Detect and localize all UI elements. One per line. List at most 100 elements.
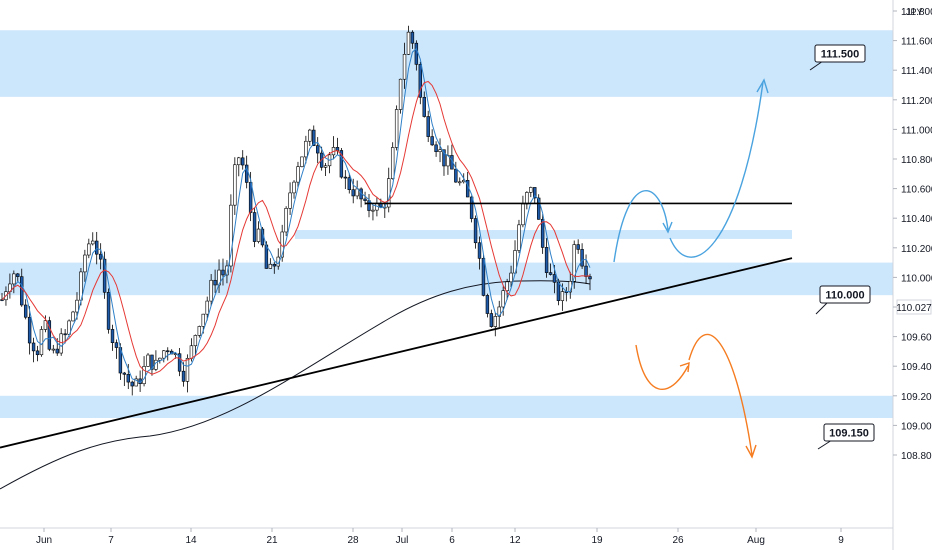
zone-band (0, 395, 893, 418)
candle-body (35, 350, 40, 356)
candle-body (248, 182, 253, 213)
y-tick-label: 109.000 (901, 421, 932, 432)
candle-body (106, 291, 111, 330)
candle-body (83, 254, 87, 273)
candle-body (150, 354, 154, 370)
candle-body (59, 333, 63, 354)
zone-band (0, 30, 893, 97)
candle-body (288, 192, 292, 209)
candle-body (12, 273, 16, 285)
trend-line[interactable] (0, 257, 793, 449)
candle-body (98, 253, 103, 260)
x-tick-label: 26 (672, 535, 684, 546)
level-callout[interactable]: 111.500 (809, 44, 866, 71)
candle-body (469, 196, 474, 219)
y-tick-label: 111.600 (901, 37, 932, 48)
candle-body (130, 381, 134, 387)
callouts-layer: 111.500 110.000 109.150 (809, 44, 875, 450)
y-tick-label: 111.400 (901, 66, 932, 77)
projection-down-curve-2 (688, 333, 753, 456)
candle-body (458, 181, 462, 184)
candle-body (146, 354, 150, 367)
candle-body (390, 147, 395, 179)
projection-down-curve-1 (635, 344, 689, 391)
callout-box (819, 285, 871, 304)
candle-body (95, 240, 99, 255)
candle-body (473, 218, 478, 244)
candle-body (552, 274, 557, 283)
candle-body (158, 357, 162, 361)
candle-body (533, 187, 537, 199)
level-callout[interactable]: 110.000 (815, 285, 871, 315)
candle-body (418, 64, 423, 98)
candle-body (477, 242, 482, 259)
candle-body (300, 156, 304, 167)
candle-body (244, 164, 249, 183)
lines-layer (0, 202, 793, 449)
ma-fast-line (1, 47, 591, 384)
candle-body (75, 299, 79, 313)
candle-body (316, 145, 320, 154)
y-tick-label: 108.800 (901, 451, 932, 462)
candle-body (189, 345, 194, 359)
candle-body (209, 279, 213, 302)
candle-body (304, 140, 308, 158)
candle-body (110, 329, 115, 344)
candle-body (252, 212, 257, 242)
candle-body (394, 109, 399, 148)
candle-body (296, 166, 300, 183)
candle-body (335, 147, 340, 151)
callout-pointer (815, 301, 829, 315)
candles-layer (0, 25, 592, 396)
x-tick-label: 12 (509, 535, 521, 546)
candle-body (237, 157, 241, 166)
candle-body (284, 208, 288, 233)
current-price-label: 110.027 (896, 303, 932, 314)
candle-body (272, 263, 276, 267)
y-tick-label: 109.600 (901, 333, 932, 344)
candle-body (454, 168, 458, 183)
candle-body (572, 244, 576, 282)
candle-body (529, 187, 533, 193)
candle-body (493, 316, 497, 327)
y-tick-label: 110.600 (901, 185, 932, 196)
candle-body (39, 329, 44, 356)
projection-up-arrowhead-1 (662, 221, 673, 234)
candle-body (122, 372, 127, 375)
candle-body (241, 157, 245, 166)
projection-down-arrowhead-1 (679, 361, 690, 373)
x-tick-label: 14 (185, 535, 197, 546)
candle-body (264, 244, 269, 269)
zone-band (0, 262, 893, 296)
candle-body (438, 149, 442, 153)
candle-body (505, 281, 509, 291)
y-tick-label: 110.400 (901, 214, 932, 225)
x-tick-label: 19 (591, 535, 603, 546)
candle-body (308, 129, 312, 142)
candle-body (47, 320, 52, 350)
projection-down-arrowhead-2 (745, 444, 757, 459)
candle-body (560, 291, 565, 301)
ma200-layer (0, 280, 591, 490)
candle-body (63, 333, 67, 336)
candle-body (584, 265, 588, 277)
candle-body (20, 276, 24, 306)
currency-label: JPY (906, 7, 923, 17)
y-tick-label: 110.000 (901, 273, 932, 284)
candle-body (430, 136, 434, 146)
x-tick-label: Aug (747, 535, 765, 546)
ma-layer (1, 47, 591, 384)
candle-body (588, 276, 592, 280)
candle-body (27, 316, 32, 344)
candle-body (162, 350, 166, 359)
ma-long-line (0, 280, 591, 490)
level-callout[interactable]: 109.150 (817, 423, 875, 450)
candle-body (256, 228, 261, 242)
candle-body (114, 342, 119, 348)
candle-body (55, 348, 59, 354)
candle-body (91, 240, 95, 245)
x-tick-label: 28 (347, 535, 359, 546)
candle-body (87, 243, 91, 256)
candle-body (434, 144, 438, 153)
